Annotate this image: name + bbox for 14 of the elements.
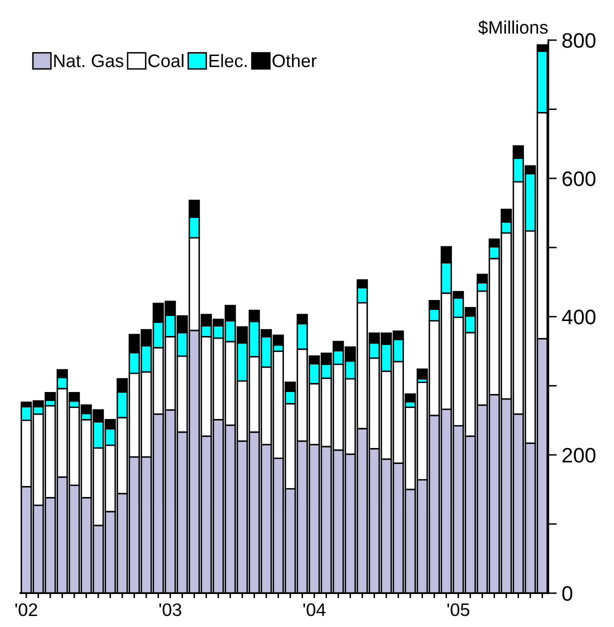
legend-label: Nat. Gas bbox=[54, 54, 124, 68]
x-tick-label: '03 bbox=[159, 603, 182, 616]
x-tick-label: '05 bbox=[447, 603, 470, 616]
legend-label: Other bbox=[272, 54, 317, 68]
y-tick-label: 200 bbox=[562, 448, 596, 463]
x-tick-label: '04 bbox=[303, 603, 326, 616]
y-tick-label: 800 bbox=[562, 33, 596, 48]
x-tick-label: '02 bbox=[15, 603, 38, 616]
y-tick-label: 600 bbox=[562, 171, 596, 186]
legend-label: Coal bbox=[148, 54, 184, 68]
y-tick-label: 400 bbox=[562, 310, 596, 324]
y-axis-title: $Millions bbox=[478, 20, 548, 35]
legend-label: Elec. bbox=[210, 54, 247, 68]
y-tick-label: 0 bbox=[562, 586, 572, 601]
